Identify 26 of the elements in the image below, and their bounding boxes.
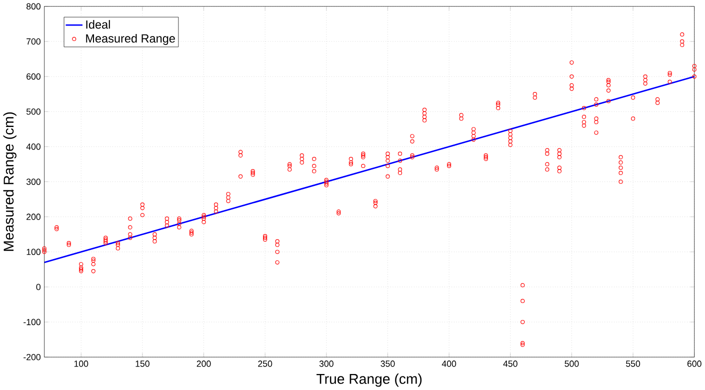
- x-tick-label: 200: [196, 360, 211, 367]
- x-tick-label: 500: [564, 360, 579, 367]
- x-tick-label: 400: [442, 360, 456, 367]
- legend-label: Ideal: [86, 20, 110, 29]
- y-tick-label: 500: [26, 108, 41, 115]
- y-tick-label: 800: [26, 3, 41, 10]
- y-tick-label: 100: [26, 248, 41, 256]
- legend-label: Measured Range: [86, 34, 175, 45]
- x-tick-label: 150: [136, 360, 150, 367]
- y-tick-label: 300: [26, 178, 41, 185]
- y-tick-label: 700: [26, 38, 41, 45]
- x-tick-label: 250: [258, 360, 272, 367]
- x-tick-label: 550: [626, 360, 640, 367]
- x-tick-label: 350: [380, 360, 395, 367]
- x-tick-label: 450: [503, 360, 518, 367]
- y-tick-label: -100: [24, 318, 41, 326]
- y-tick-label: 600: [26, 73, 41, 80]
- y-tick-label: -200: [24, 354, 41, 360]
- x-axis-title: True Range (cm): [316, 374, 422, 387]
- x-tick-label: 600: [687, 360, 702, 367]
- y-tick-label: 400: [26, 144, 41, 150]
- y-tick-label: 200: [26, 214, 41, 220]
- y-axis-title: Measured Range (cm): [3, 112, 16, 251]
- x-tick-label: 300: [319, 360, 334, 367]
- y-tick-label: 0: [36, 284, 41, 290]
- x-tick-label: 100: [74, 360, 88, 367]
